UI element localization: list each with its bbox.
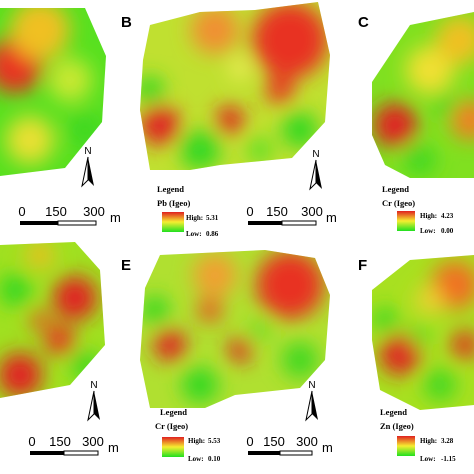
scale-tick: 150 xyxy=(49,434,71,449)
legend-high-label: High: xyxy=(420,437,437,445)
legend-low-value: 0.00 xyxy=(441,227,454,235)
legend-high-label: High: xyxy=(420,212,437,220)
north-arrow: N xyxy=(305,380,318,422)
scale-bar: 0 150 300 m xyxy=(246,434,333,456)
interpolated-surface xyxy=(140,250,330,408)
scale-tick: 300 xyxy=(83,204,105,219)
scale-unit: m xyxy=(110,210,121,225)
scale-tick: 0 xyxy=(246,434,253,449)
legend-high-label: High: xyxy=(186,214,203,222)
panel-b: B N Legend Pb (Igeo) xyxy=(121,2,337,238)
legend: Legend Zn (Igeo) High: 3.28 Low: -1.15 xyxy=(380,407,456,463)
legend-title: Legend xyxy=(380,407,407,417)
panel-e: E N Legend Cr (Igeo) High: xyxy=(121,250,333,463)
panel-letter: F xyxy=(358,257,367,274)
north-arrow: N xyxy=(309,149,322,191)
scale-tick: 150 xyxy=(266,204,288,219)
scale-unit: m xyxy=(326,210,337,225)
legend-low-label: Low: xyxy=(420,227,436,235)
north-label: N xyxy=(90,380,97,391)
legend-low-value: 0.86 xyxy=(206,230,219,238)
legend-low-label: Low: xyxy=(186,230,202,238)
legend-high-value: 5.31 xyxy=(206,214,219,222)
legend-variable: Pb (Igeo) xyxy=(157,198,190,208)
panel-a: N 0 150 300 m xyxy=(0,8,121,226)
scale-tick: 150 xyxy=(45,204,67,219)
interpolated-surface xyxy=(372,255,474,410)
legend-low-value: 0.10 xyxy=(208,455,221,463)
scale-tick: 300 xyxy=(301,204,323,219)
legend-variable: Cr (Igeo) xyxy=(382,198,415,208)
interpolated-surface xyxy=(140,2,330,170)
legend-variable: Zn (Igeo) xyxy=(380,421,414,431)
legend-swatch xyxy=(162,212,184,232)
panel-letter: E xyxy=(121,257,131,274)
scale-bar: 0 150 300 m xyxy=(246,204,337,226)
north-label: N xyxy=(312,149,319,160)
scale-tick: 300 xyxy=(296,434,318,449)
legend-swatch xyxy=(397,436,415,456)
panel-letter: C xyxy=(358,14,369,31)
legend-low-value: -1.15 xyxy=(441,455,456,463)
legend-low-label: Low: xyxy=(420,455,436,463)
interpolated-surface xyxy=(372,12,474,178)
scale-bar: 0 150 300 m xyxy=(28,434,119,456)
scale-tick: 0 xyxy=(18,204,25,219)
north-label: N xyxy=(84,146,91,157)
scale-unit: m xyxy=(108,440,119,455)
legend: Legend Cr (Igeo) High: 5.53 Low: 0.10 xyxy=(155,407,221,463)
legend-variable: Cr (Igeo) xyxy=(155,421,188,431)
legend-title: Legend xyxy=(160,407,187,417)
north-label: N xyxy=(308,380,315,391)
interpolated-surface xyxy=(0,8,106,176)
scale-tick: 300 xyxy=(82,434,104,449)
panel-letter: B xyxy=(121,14,132,31)
legend-high-value: 3.28 xyxy=(441,437,454,445)
legend: Legend Pb (Igeo) High: 5.31 Low: 0.86 xyxy=(157,184,219,238)
scale-unit: m xyxy=(322,440,333,455)
panel-d: N 0 150 300 m xyxy=(0,242,119,456)
legend-high-value: 4.23 xyxy=(441,212,454,220)
scale-tick: 150 xyxy=(263,434,285,449)
north-arrow: N xyxy=(81,146,94,188)
legend: Legend Cr (Igeo) High: 4.23 Low: 0.00 xyxy=(382,184,454,235)
panel-c: C Legend Cr (Igeo) High: 4.23 Low: 0.00 xyxy=(358,12,474,235)
scale-tick: 0 xyxy=(246,204,253,219)
legend-swatch xyxy=(397,211,415,231)
scale-tick: 0 xyxy=(28,434,35,449)
legend-low-label: Low: xyxy=(188,455,204,463)
scale-bar: 0 150 300 m xyxy=(18,204,121,226)
panel-f: F Legend Zn (Igeo) High: 3.28 Low: -1.15 xyxy=(358,255,474,463)
legend-title: Legend xyxy=(157,184,184,194)
interpolated-surface xyxy=(0,242,105,398)
legend-high-label: High: xyxy=(188,437,205,445)
legend-swatch xyxy=(162,437,184,457)
legend-high-value: 5.53 xyxy=(208,437,221,445)
legend-title: Legend xyxy=(382,184,409,194)
north-arrow: N xyxy=(87,380,100,422)
